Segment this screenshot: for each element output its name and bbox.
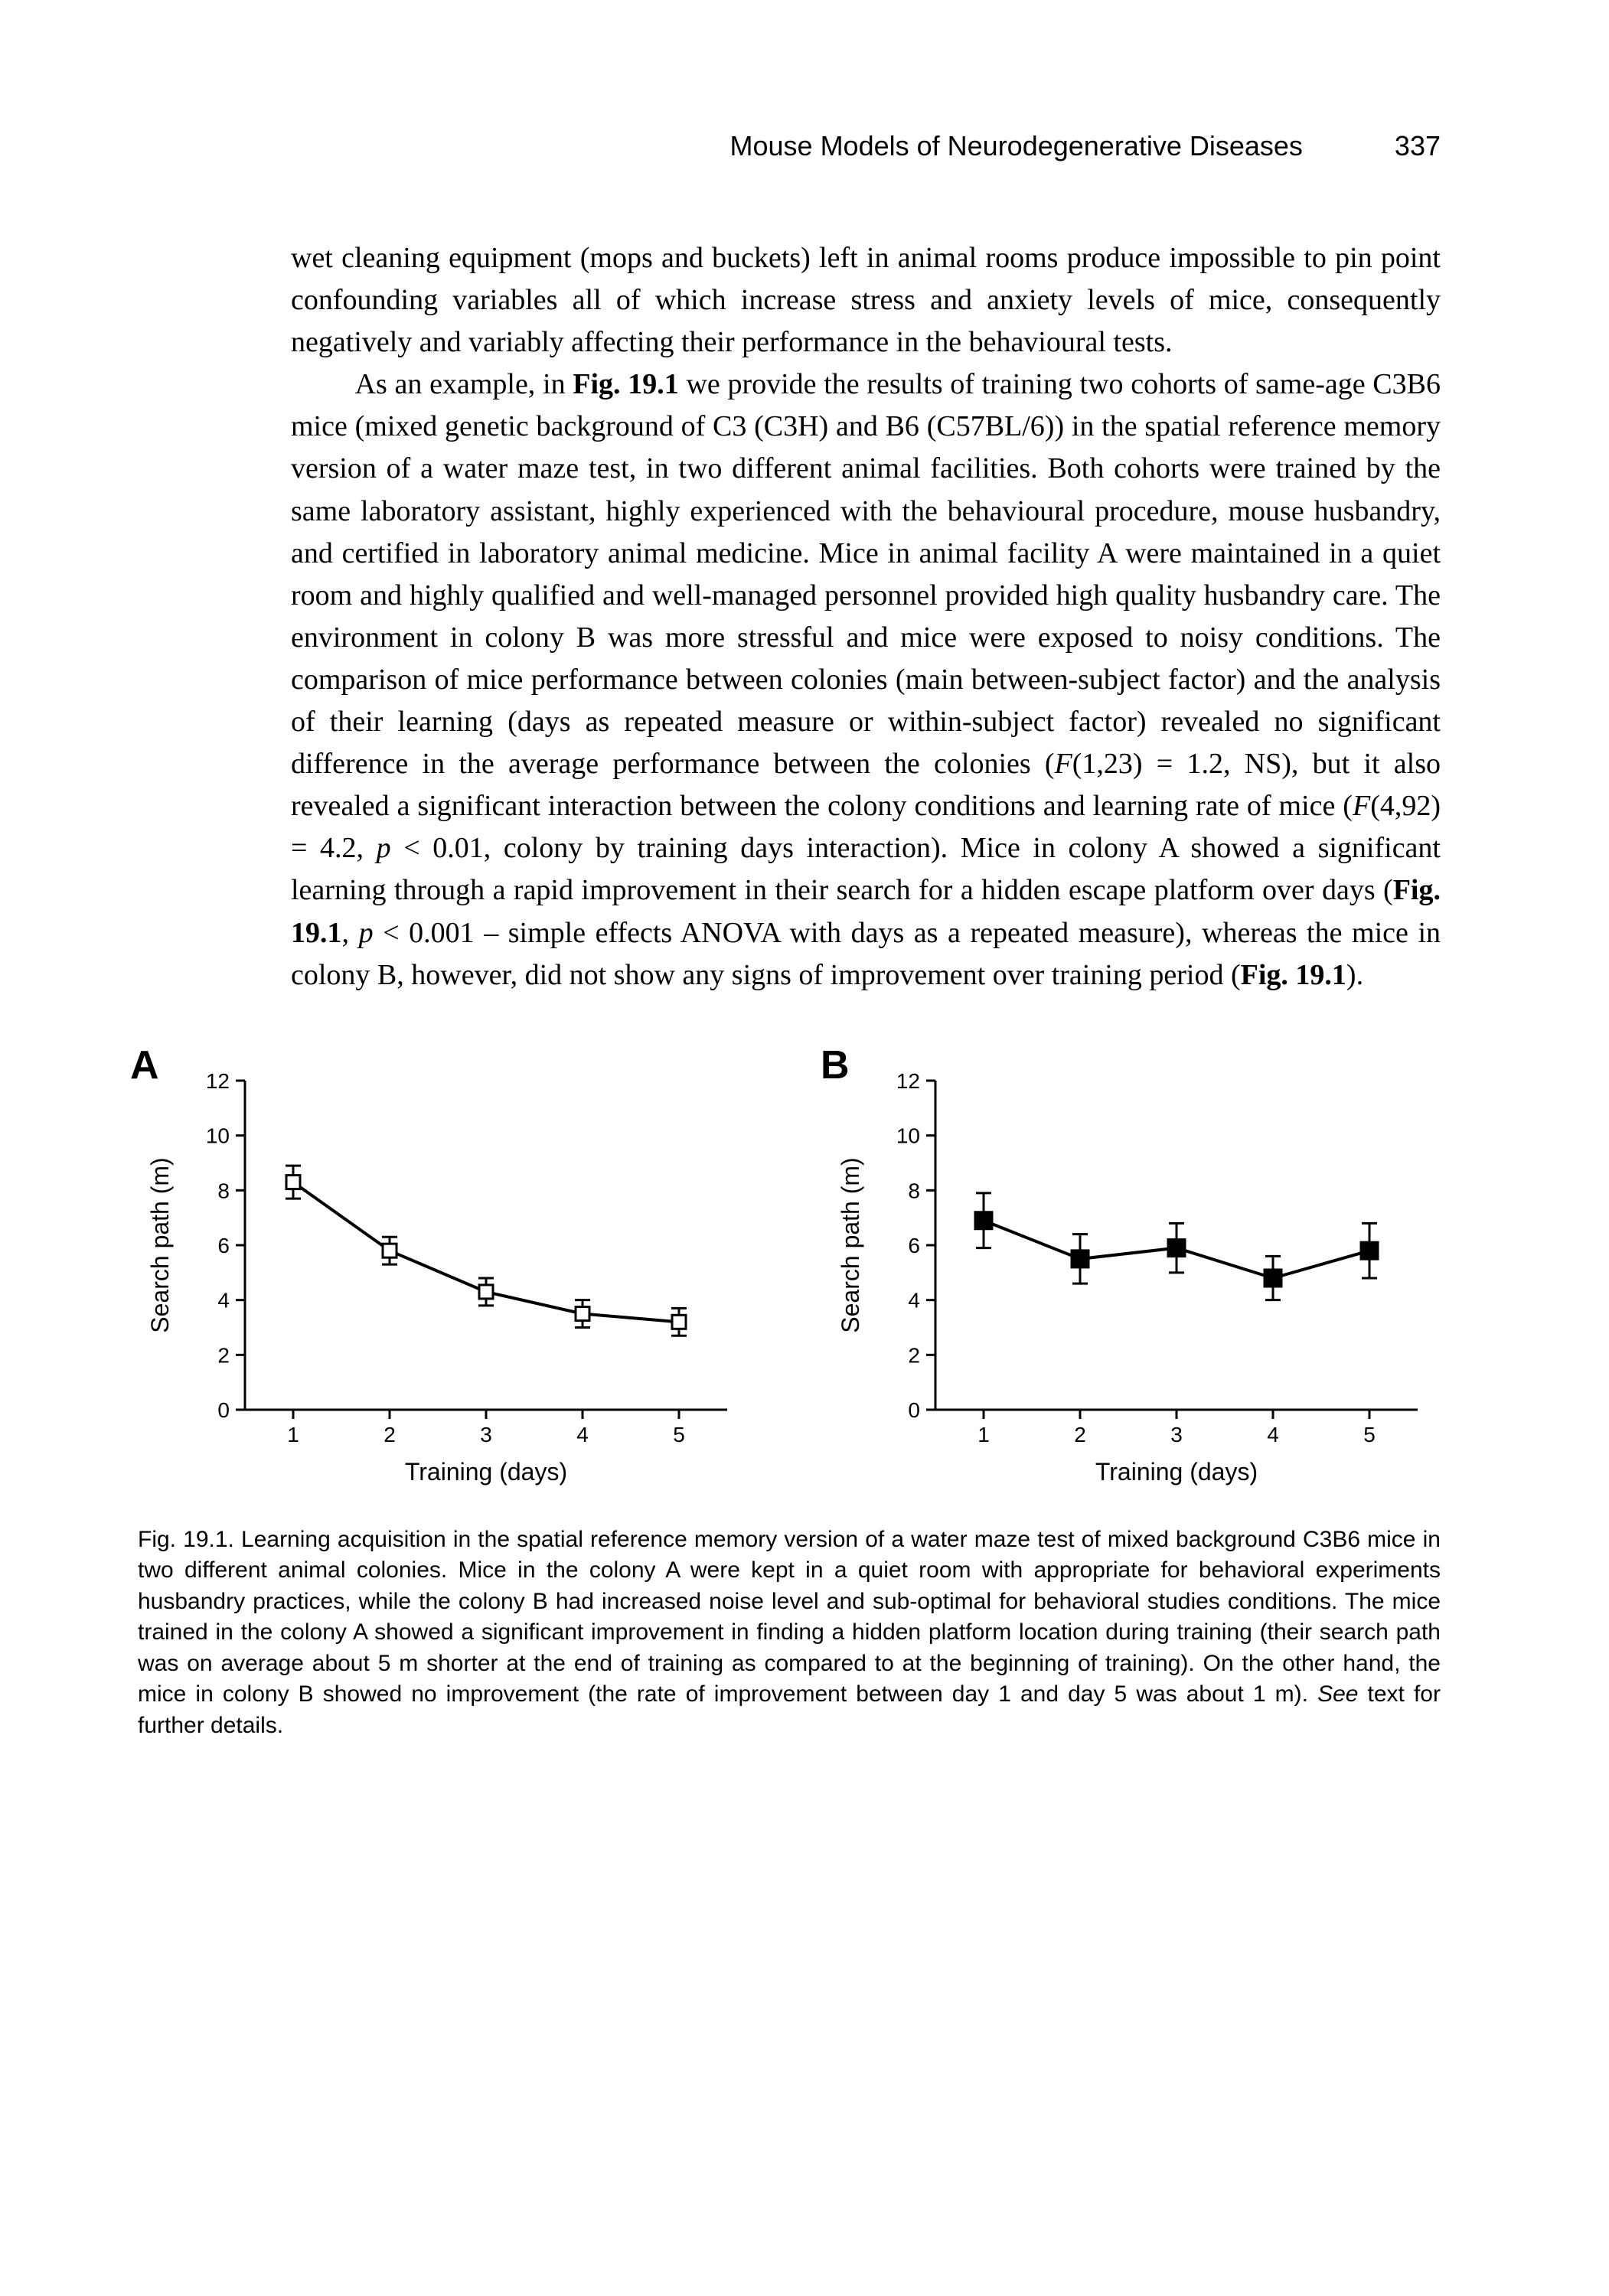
svg-text:6: 6 (908, 1234, 920, 1257)
body-text-span: < 0.01, colony by training days interact… (291, 832, 1441, 906)
svg-text:6: 6 (217, 1234, 230, 1257)
paragraph-1: wet cleaning equipment (mops and buckets… (291, 237, 1441, 364)
svg-text:8: 8 (908, 1179, 920, 1202)
panel-label-b: B (821, 1042, 850, 1088)
svg-text:12: 12 (206, 1069, 230, 1093)
body-text-span: ). (1346, 959, 1363, 991)
svg-text:12: 12 (896, 1069, 920, 1093)
running-head-title: Mouse Models of Neurodegenerative Diseas… (730, 130, 1303, 162)
svg-text:8: 8 (217, 1179, 230, 1202)
page-number: 337 (1395, 130, 1441, 162)
svg-text:2: 2 (383, 1423, 396, 1446)
svg-text:2: 2 (1074, 1423, 1086, 1446)
svg-text:4: 4 (576, 1423, 589, 1446)
figure-caption: Fig. 19.1. Learning acquisition in the s… (138, 1525, 1441, 1742)
svg-text:1: 1 (287, 1423, 299, 1446)
svg-text:2: 2 (908, 1343, 920, 1367)
svg-text:2: 2 (217, 1343, 230, 1367)
svg-text:Training (days): Training (days) (1095, 1458, 1258, 1486)
svg-text:3: 3 (480, 1423, 492, 1446)
panel-label-a: A (130, 1042, 159, 1088)
svg-text:Search path (m): Search path (m) (837, 1157, 864, 1332)
caption-see: See (1317, 1681, 1358, 1707)
figure-panel-b: B 02468101212345Training (days)Search pa… (828, 1050, 1441, 1494)
figure-reference: Fig. 19.1 (1241, 959, 1346, 991)
stat-symbol: F (1055, 748, 1072, 780)
page: Mouse Models of Neurodegenerative Diseas… (0, 0, 1609, 2296)
svg-text:4: 4 (908, 1288, 920, 1312)
figure-panels: A 02468101212345Training (days)Search pa… (138, 1050, 1441, 1494)
svg-text:0: 0 (217, 1398, 230, 1422)
body-text-span: As an example, in (355, 368, 573, 400)
svg-text:5: 5 (673, 1423, 685, 1446)
stat-symbol: p (377, 832, 391, 864)
svg-text:Search path (m): Search path (m) (146, 1157, 174, 1332)
svg-text:4: 4 (217, 1288, 230, 1312)
svg-text:4: 4 (1267, 1423, 1279, 1446)
svg-text:Training (days): Training (days) (405, 1458, 567, 1486)
stat-symbol: F (1353, 790, 1370, 822)
svg-text:5: 5 (1363, 1423, 1376, 1446)
svg-text:3: 3 (1170, 1423, 1183, 1446)
figure-panel-a: A 02468101212345Training (days)Search pa… (138, 1050, 750, 1494)
body-text-span: we provide the results of training two c… (291, 368, 1441, 780)
svg-text:10: 10 (896, 1124, 920, 1147)
figure-reference: Fig. 19.1 (573, 368, 678, 400)
running-head: Mouse Models of Neurodegenerative Diseas… (291, 130, 1441, 162)
svg-text:1: 1 (977, 1423, 990, 1446)
body-text: wet cleaning equipment (mops and buckets… (291, 237, 1441, 996)
stat-symbol: p (359, 917, 374, 949)
chart-a-svg: 02468101212345Training (days)Search path… (138, 1050, 750, 1494)
body-text-span: , (342, 917, 359, 949)
paragraph-2: As an example, in Fig. 19.1 we provide t… (291, 364, 1441, 996)
svg-text:0: 0 (908, 1398, 920, 1422)
body-text-span: wet cleaning equipment (mops and buckets… (291, 242, 1441, 358)
svg-text:10: 10 (206, 1124, 230, 1147)
chart-b-svg: 02468101212345Training (days)Search path… (828, 1050, 1441, 1494)
caption-text: Fig. 19.1. Learning acquisition in the s… (138, 1527, 1441, 1707)
